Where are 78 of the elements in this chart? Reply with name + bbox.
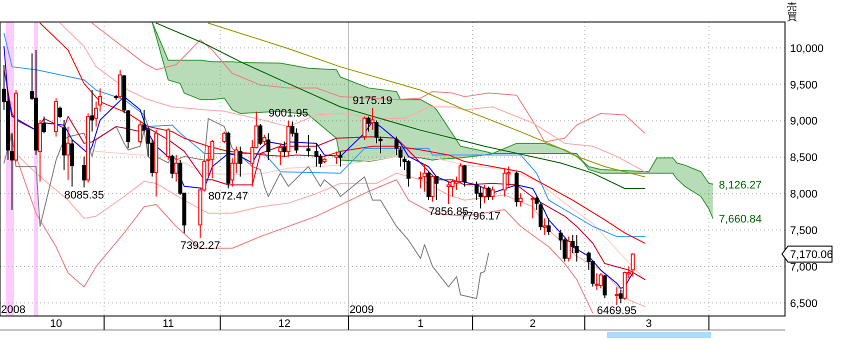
annotation: 7,660.84 bbox=[718, 213, 762, 226]
candlestick bbox=[566, 236, 571, 262]
candlestick bbox=[430, 174, 435, 202]
candlestick bbox=[502, 168, 507, 198]
candlestick bbox=[426, 171, 431, 200]
candlestick bbox=[518, 192, 523, 208]
y-tick-label: 8,000 bbox=[790, 188, 818, 201]
candlestick bbox=[138, 121, 142, 144]
text: 売 bbox=[787, 1, 797, 13]
x-tick-label: 12 bbox=[278, 318, 290, 330]
candlestick bbox=[370, 107, 374, 130]
candlestick bbox=[258, 123, 262, 146]
candlestick bbox=[598, 272, 603, 289]
line-series bbox=[208, 22, 646, 178]
candlestick bbox=[546, 218, 551, 236]
candlestick bbox=[434, 176, 439, 200]
candlestick bbox=[366, 116, 370, 132]
x-tick-label: 10 bbox=[50, 318, 62, 330]
annotation: 8072.47 bbox=[208, 190, 248, 202]
annotation: 7392.27 bbox=[180, 240, 220, 252]
x-tick-label: 1 bbox=[417, 318, 424, 330]
candlestick bbox=[58, 106, 62, 119]
text: 7,170.06 bbox=[790, 249, 833, 262]
candlestick bbox=[170, 154, 174, 179]
candlestick bbox=[278, 142, 282, 166]
candlestick bbox=[266, 132, 270, 160]
candlestick bbox=[90, 89, 94, 132]
candlestick bbox=[486, 186, 491, 200]
y-tick-label: 7,500 bbox=[790, 225, 818, 238]
y-tick-label: 8,500 bbox=[790, 152, 818, 164]
y-tick-label: 10,000 bbox=[790, 42, 824, 55]
y-tick-label: 6,500 bbox=[790, 298, 818, 310]
line-series bbox=[92, 22, 646, 142]
candlestick bbox=[262, 134, 266, 146]
annotation: 8,126.27 bbox=[718, 179, 762, 192]
annotation: 2008 bbox=[1, 304, 26, 316]
annotation: 8085.35 bbox=[64, 189, 104, 202]
annotation: 6469.95 bbox=[596, 305, 637, 317]
annotation: 9175.19 bbox=[352, 94, 392, 107]
candlestick bbox=[222, 131, 226, 144]
candlestick bbox=[306, 134, 310, 158]
candlestick bbox=[630, 252, 635, 278]
candlestick bbox=[42, 116, 46, 134]
candlestick bbox=[82, 156, 86, 188]
candlestick bbox=[446, 181, 451, 205]
candlestick bbox=[238, 146, 242, 178]
candlestick bbox=[70, 139, 74, 188]
candlestick bbox=[118, 69, 122, 99]
candlestick bbox=[530, 196, 535, 219]
y-tick-label: 9,000 bbox=[790, 116, 818, 128]
candlestick bbox=[334, 151, 338, 164]
candlestick bbox=[462, 164, 467, 188]
candlestick bbox=[574, 234, 579, 262]
y-tick-label: 7,000 bbox=[790, 261, 818, 274]
candlestick bbox=[542, 218, 547, 236]
candlestick bbox=[422, 163, 427, 192]
x-tick-label: 2 bbox=[530, 318, 536, 330]
x-tick-label: 3 bbox=[646, 318, 652, 330]
candlestick bbox=[594, 272, 599, 290]
line-series bbox=[60, 22, 646, 172]
ref-line-label: 2009 bbox=[349, 304, 374, 316]
candlestick bbox=[618, 289, 623, 304]
x-tick-label: 11 bbox=[162, 318, 174, 330]
candlestick bbox=[174, 154, 178, 182]
candlestick bbox=[314, 142, 318, 168]
candlestick bbox=[282, 141, 286, 158]
candlestick bbox=[210, 139, 214, 179]
candlestick bbox=[614, 286, 619, 306]
candlestick bbox=[338, 151, 342, 168]
text: 買 bbox=[787, 12, 797, 23]
candlestick bbox=[490, 186, 495, 200]
candlestick bbox=[406, 159, 411, 188]
candlestick bbox=[66, 126, 70, 180]
candlestick bbox=[602, 274, 607, 299]
candlestick bbox=[362, 116, 366, 140]
line-series bbox=[156, 22, 646, 189]
y-tick-label: 9,500 bbox=[790, 79, 818, 92]
candlestick bbox=[482, 184, 487, 204]
